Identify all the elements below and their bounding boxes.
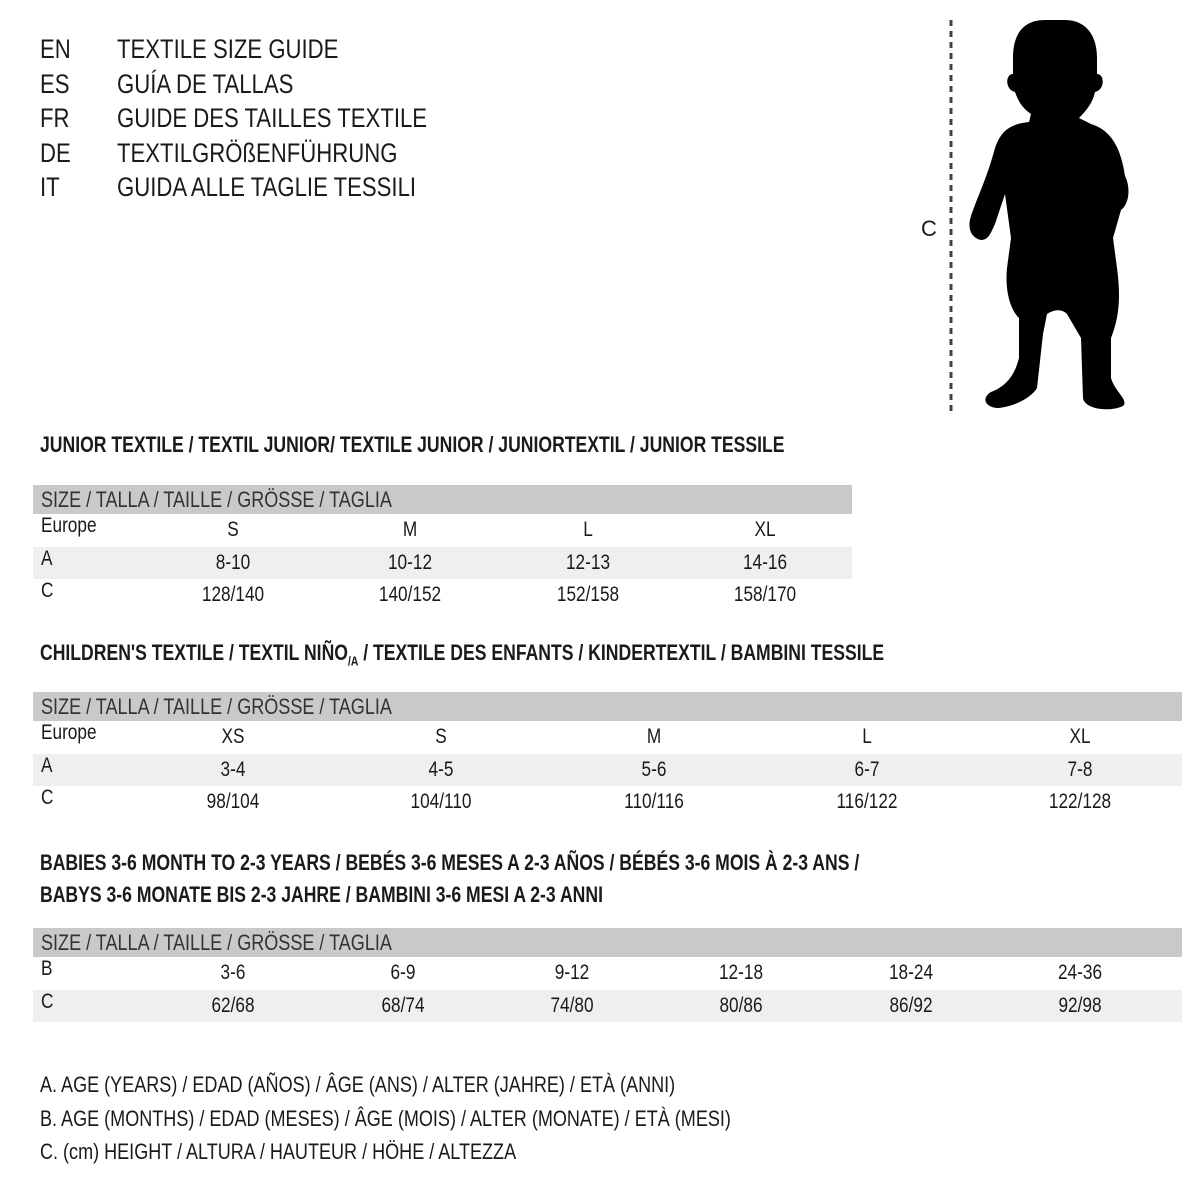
table-cell: L [862,725,872,748]
table-cell: 140/152 [378,583,442,606]
table-cell: 86/92 [889,993,933,1017]
table-row: Europe XS S M L XL [33,721,1182,754]
row-label: C [41,786,54,809]
table-cell: 12-13 [565,550,611,574]
row-label: A [41,753,53,777]
table-cell: 128/140 [201,583,265,606]
table-row: Europe S M L XL [33,514,852,547]
table-cell: 122/128 [1048,790,1112,813]
table-cell: M [402,518,418,541]
table-cell: XL [754,518,776,541]
child-silhouette-figure: C [915,18,1155,418]
table-cell: 4-5 [428,757,454,781]
table-cell: 6-7 [854,757,880,781]
table-cell: 14-16 [742,550,788,574]
row-label: Europe [41,721,97,744]
table-cell: 5-6 [641,757,667,781]
table-cell: 98/104 [206,790,260,813]
table-cell: 152/158 [556,583,620,606]
row-label: B [41,957,53,980]
size-header: SIZE / TALLA / TAILLE / GRÖSSE / TAGLIA [33,692,1182,721]
row-label: C [41,989,54,1013]
table-cell: S [435,725,447,748]
child-silhouette-icon [949,20,1129,414]
measure-label-c: C [921,216,937,241]
table-row: C 62/68 68/74 74/80 80/86 86/92 92/98 [33,989,1182,1022]
size-header: SIZE / TALLA / TAILLE / GRÖSSE / TAGLIA [33,928,1182,957]
table-cell: M [646,725,662,748]
table-cell: 9-12 [554,961,590,984]
note-a: A. AGE (YEARS) / EDAD (AÑOS) / ÂGE (ANS)… [40,1072,676,1097]
table-cell: L [583,518,593,541]
table-cell: 12-18 [718,961,764,984]
table-row: A 3-4 4-5 5-6 6-7 7-8 [33,753,1182,786]
table-cell: 158/170 [733,583,797,606]
table-cell: 116/122 [836,790,898,813]
table-row: C 128/140 140/152 152/158 158/170 [33,579,852,612]
table-cell: 6-9 [390,961,416,984]
table-row: A 8-10 10-12 12-13 14-16 [33,546,852,579]
table-cell: 110/116 [624,790,684,813]
table-cell: 18-24 [888,961,934,984]
row-label: C [41,579,54,602]
size-header: SIZE / TALLA / TAILLE / GRÖSSE / TAGLIA [33,485,852,514]
table-cell: 62/68 [211,993,255,1017]
table-cell: 92/98 [1058,993,1102,1017]
table-cell: 7-8 [1067,757,1093,781]
table-cell: XL [1069,725,1091,748]
babies-heading: BABIES 3-6 MONTH TO 2-3 YEARS / BEBÉS 3-… [40,850,860,907]
table-cell: 80/86 [719,993,763,1017]
table-cell: 8-10 [215,550,251,574]
note-b: B. AGE (MONTHS) / EDAD (MESES) / ÂGE (MO… [40,1105,731,1131]
table-cell: 10-12 [387,550,433,574]
babies-size-table: SIZE / TALLA / TAILLE / GRÖSSE / TAGLIA … [33,928,1182,1022]
table-cell: 68/74 [381,993,425,1017]
row-label: Europe [41,514,97,537]
table-cell: 3-6 [220,961,246,984]
row-label: A [41,546,53,570]
legend-notes: A. AGE (YEARS) / EDAD (AÑOS) / ÂGE (ANS)… [40,1072,883,1173]
junior-heading: JUNIOR TEXTILE / TEXTIL JUNIOR/ TEXTILE … [40,432,785,457]
note-c: C. (cm) HEIGHT / ALTURA / HAUTEUR / HÖHE… [40,1139,517,1164]
children-heading: CHILDREN'S TEXTILE / TEXTIL NIÑO/A / TEX… [40,640,885,669]
table-cell: 74/80 [550,993,594,1017]
children-size-table: SIZE / TALLA / TAILLE / GRÖSSE / TAGLIA … [33,692,1182,819]
table-row: C 98/104 104/110 110/116 116/122 122/128 [33,786,1182,819]
table-cell: S [227,518,239,541]
table-cell: 104/110 [410,790,472,813]
junior-size-table: SIZE / TALLA / TAILLE / GRÖSSE / TAGLIA … [33,485,852,612]
table-cell: 24-36 [1057,961,1103,984]
table-cell: XS [221,725,245,748]
table-cell: 3-4 [220,757,246,781]
table-row: B 3-6 6-9 9-12 12-18 18-24 24-36 [33,957,1182,990]
